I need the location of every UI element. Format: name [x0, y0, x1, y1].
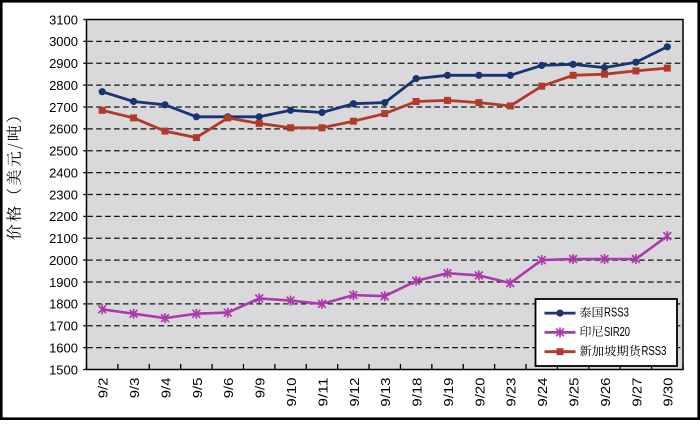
- svg-text:9/4: 9/4: [158, 378, 173, 399]
- svg-text:9/11: 9/11: [315, 378, 330, 407]
- svg-text:2000: 2000: [49, 253, 78, 268]
- svg-text:9/12: 9/12: [347, 378, 362, 407]
- svg-text:1500: 1500: [49, 362, 78, 377]
- svg-text:9/19: 9/19: [441, 378, 456, 407]
- svg-text:1900: 1900: [49, 275, 78, 290]
- svg-text:2500: 2500: [49, 144, 78, 159]
- svg-text:9/27: 9/27: [629, 378, 644, 407]
- svg-text:3100: 3100: [49, 12, 78, 27]
- svg-text:SIR20: SIR20: [604, 325, 630, 339]
- svg-text:9/5: 9/5: [190, 378, 205, 399]
- svg-text:2200: 2200: [49, 209, 78, 224]
- svg-text:RSS3: RSS3: [642, 344, 667, 358]
- svg-text:9/2: 9/2: [96, 378, 111, 399]
- svg-text:9/25: 9/25: [567, 378, 582, 407]
- svg-text:2900: 2900: [49, 56, 78, 71]
- svg-text:2100: 2100: [49, 231, 78, 246]
- svg-text:9/13: 9/13: [378, 378, 393, 407]
- svg-text:9/24: 9/24: [535, 378, 550, 407]
- svg-text:9/26: 9/26: [598, 378, 613, 407]
- svg-text:9/23: 9/23: [504, 378, 519, 407]
- svg-text:9/10: 9/10: [284, 378, 299, 407]
- svg-text:9/3: 9/3: [127, 378, 142, 399]
- svg-text:9/9: 9/9: [253, 378, 268, 399]
- svg-text:2800: 2800: [49, 78, 78, 93]
- svg-text:1800: 1800: [49, 297, 78, 312]
- svg-text:1600: 1600: [49, 340, 78, 355]
- svg-text:RSS3: RSS3: [604, 306, 629, 320]
- svg-text:9/20: 9/20: [472, 378, 487, 407]
- svg-text:9/30: 9/30: [661, 378, 676, 407]
- svg-text:3000: 3000: [49, 34, 78, 49]
- svg-text:2300: 2300: [49, 187, 78, 202]
- svg-text:2400: 2400: [49, 165, 78, 180]
- svg-text:9/18: 9/18: [410, 378, 425, 407]
- svg-text:9/6: 9/6: [221, 378, 236, 399]
- svg-text:1700: 1700: [49, 319, 78, 334]
- svg-text:2700: 2700: [49, 100, 78, 115]
- svg-text:2600: 2600: [49, 122, 78, 137]
